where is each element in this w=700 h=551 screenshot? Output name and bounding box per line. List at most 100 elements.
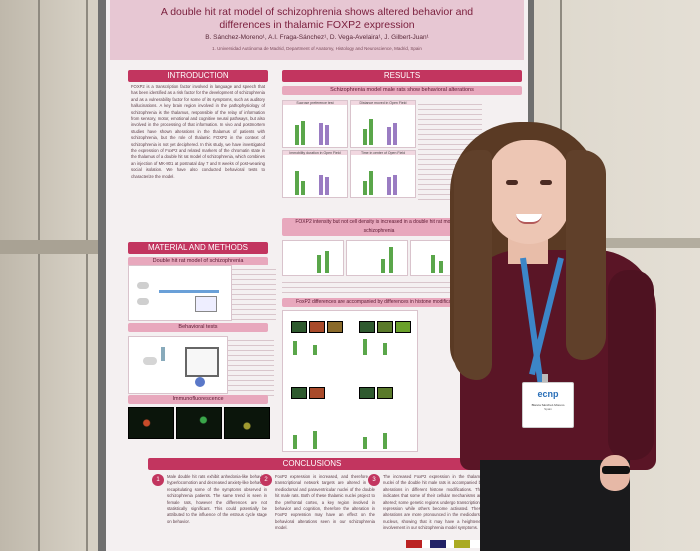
eye	[506, 180, 518, 185]
rat-icon	[137, 282, 149, 289]
foxp2-intensity-chart	[346, 240, 408, 276]
sponsor-logos	[406, 540, 486, 548]
microscopy-image	[176, 407, 222, 439]
bar	[431, 255, 435, 273]
foxp2-caption	[282, 278, 482, 296]
conclusion-number-1: 1	[152, 474, 164, 486]
results-histone-subheader: FoxP2 differences are accompanied by dif…	[282, 298, 476, 307]
chart-label: Sucrose preference test	[283, 101, 347, 105]
rat-icon	[137, 298, 149, 305]
conclusion-text-1: Male double hit rats exhibit anhedonia-l…	[167, 474, 267, 524]
bar	[383, 433, 387, 449]
circle-r-icon	[195, 377, 205, 387]
cage-icon	[195, 296, 217, 312]
bar	[383, 343, 387, 355]
hair-strand	[454, 150, 492, 380]
chart-label: Time in center of Open Field	[351, 151, 415, 155]
bar	[369, 119, 373, 145]
sucrose-preference-chart: Sucrose preference test	[282, 100, 348, 148]
results-column: RESULTS Schizophrenia model male rats sh…	[282, 70, 522, 95]
bar	[317, 255, 321, 273]
bar	[325, 125, 329, 145]
bar	[325, 177, 329, 195]
microscopy-image	[309, 387, 325, 399]
immobility-chart: Immobility duration in Open Field	[282, 150, 348, 198]
methods-header: MATERIAL AND METHODS	[128, 242, 268, 254]
eye	[540, 180, 552, 185]
methods-model-subheader: Double hit rat model of schizophrenia	[128, 257, 268, 266]
wall-ledge-right	[534, 238, 700, 248]
poster-title: A double hit rat model of schizophrenia …	[110, 6, 524, 32]
behavior-tests-figure	[128, 336, 228, 394]
results-behavior-subheader: Schizophrenia model male rats show behav…	[282, 86, 522, 95]
badge-name: Blanca Sánchez-Moreno	[531, 403, 565, 407]
wall-panel-seam	[38, 0, 40, 551]
microscopy-image	[291, 321, 307, 333]
bar	[301, 121, 305, 145]
bar	[387, 127, 391, 145]
bar	[293, 341, 297, 355]
sleeve-right	[608, 270, 654, 460]
bar	[325, 251, 329, 273]
bar	[293, 435, 297, 449]
poster-authors: B. Sánchez-Moreno¹, A.I. Fraga-Sánchez¹,…	[205, 34, 429, 41]
foxp2-density-chart	[282, 240, 344, 276]
conclusion-number-2: 2	[260, 474, 272, 486]
conclusions-header: CONCLUSIONS	[148, 458, 476, 470]
bar	[295, 125, 299, 145]
open-field-box	[185, 347, 219, 377]
lanyard-clip	[542, 374, 548, 384]
bar	[393, 123, 397, 145]
methods-model-caption	[232, 265, 276, 323]
conclusion-number-3: 3	[368, 474, 380, 486]
bar	[295, 171, 299, 195]
chart-label: Immobility duration in Open Field	[283, 151, 347, 155]
bar	[313, 345, 317, 355]
bar	[319, 123, 323, 145]
bar	[381, 259, 385, 273]
microscopy-image	[395, 321, 411, 333]
bar	[393, 175, 397, 195]
results-foxp2-subheader: FOXP2 intensity but not cell density is …	[282, 218, 476, 236]
microscopy-image	[359, 321, 375, 333]
smile	[516, 214, 542, 224]
rat-icon	[143, 357, 157, 365]
microscopy-image	[291, 387, 307, 399]
introduction-text: FOXP2 is a transcription factor involved…	[131, 84, 265, 179]
hair-strand	[566, 150, 606, 360]
conclusion-text-2: FoxP2 expression is increased, and there…	[275, 474, 375, 531]
bar	[313, 431, 317, 449]
bar	[363, 339, 367, 355]
histone-figure	[282, 310, 418, 452]
bar	[387, 177, 391, 195]
methods-behavior-subheader: Behavioral tests	[128, 323, 268, 332]
bar	[319, 175, 323, 195]
poster-affiliation: 1. Universidad Autónoma de Madrid, Depar…	[212, 46, 422, 51]
bar	[389, 247, 393, 273]
left-column: INTRODUCTION FOXP2 is a transcription fa…	[128, 70, 268, 266]
poster-title-line-2: differences in thalamic FOXP2 expression	[219, 19, 415, 31]
poster-title-line-1: A double hit rat model of schizophrenia …	[160, 6, 474, 18]
ecnp-logo: ecnp	[537, 389, 559, 399]
microscopy-image	[128, 407, 174, 439]
bar	[369, 171, 373, 195]
methods-if-subheader: Immunofluorescence	[128, 395, 268, 404]
introduction-header: INTRODUCTION	[128, 70, 268, 82]
timeline-bar	[159, 290, 219, 293]
poster-title-band: A double hit rat model of schizophrenia …	[110, 0, 524, 60]
chart-label: Distance moved in Open Field	[351, 101, 415, 105]
behavior-tests-caption	[228, 336, 274, 396]
methods-model-figure	[128, 265, 232, 321]
bar	[363, 437, 367, 449]
watch	[602, 466, 630, 474]
bar	[439, 261, 443, 273]
microscopy-image	[327, 321, 343, 333]
bar	[363, 129, 367, 145]
microscopy-image	[377, 387, 393, 399]
distance-moved-chart: Distance moved in Open Field	[350, 100, 416, 148]
bottle-icon	[161, 347, 165, 361]
results-header: RESULTS	[282, 70, 522, 82]
microscopy-image	[224, 407, 270, 439]
bar	[363, 181, 367, 195]
